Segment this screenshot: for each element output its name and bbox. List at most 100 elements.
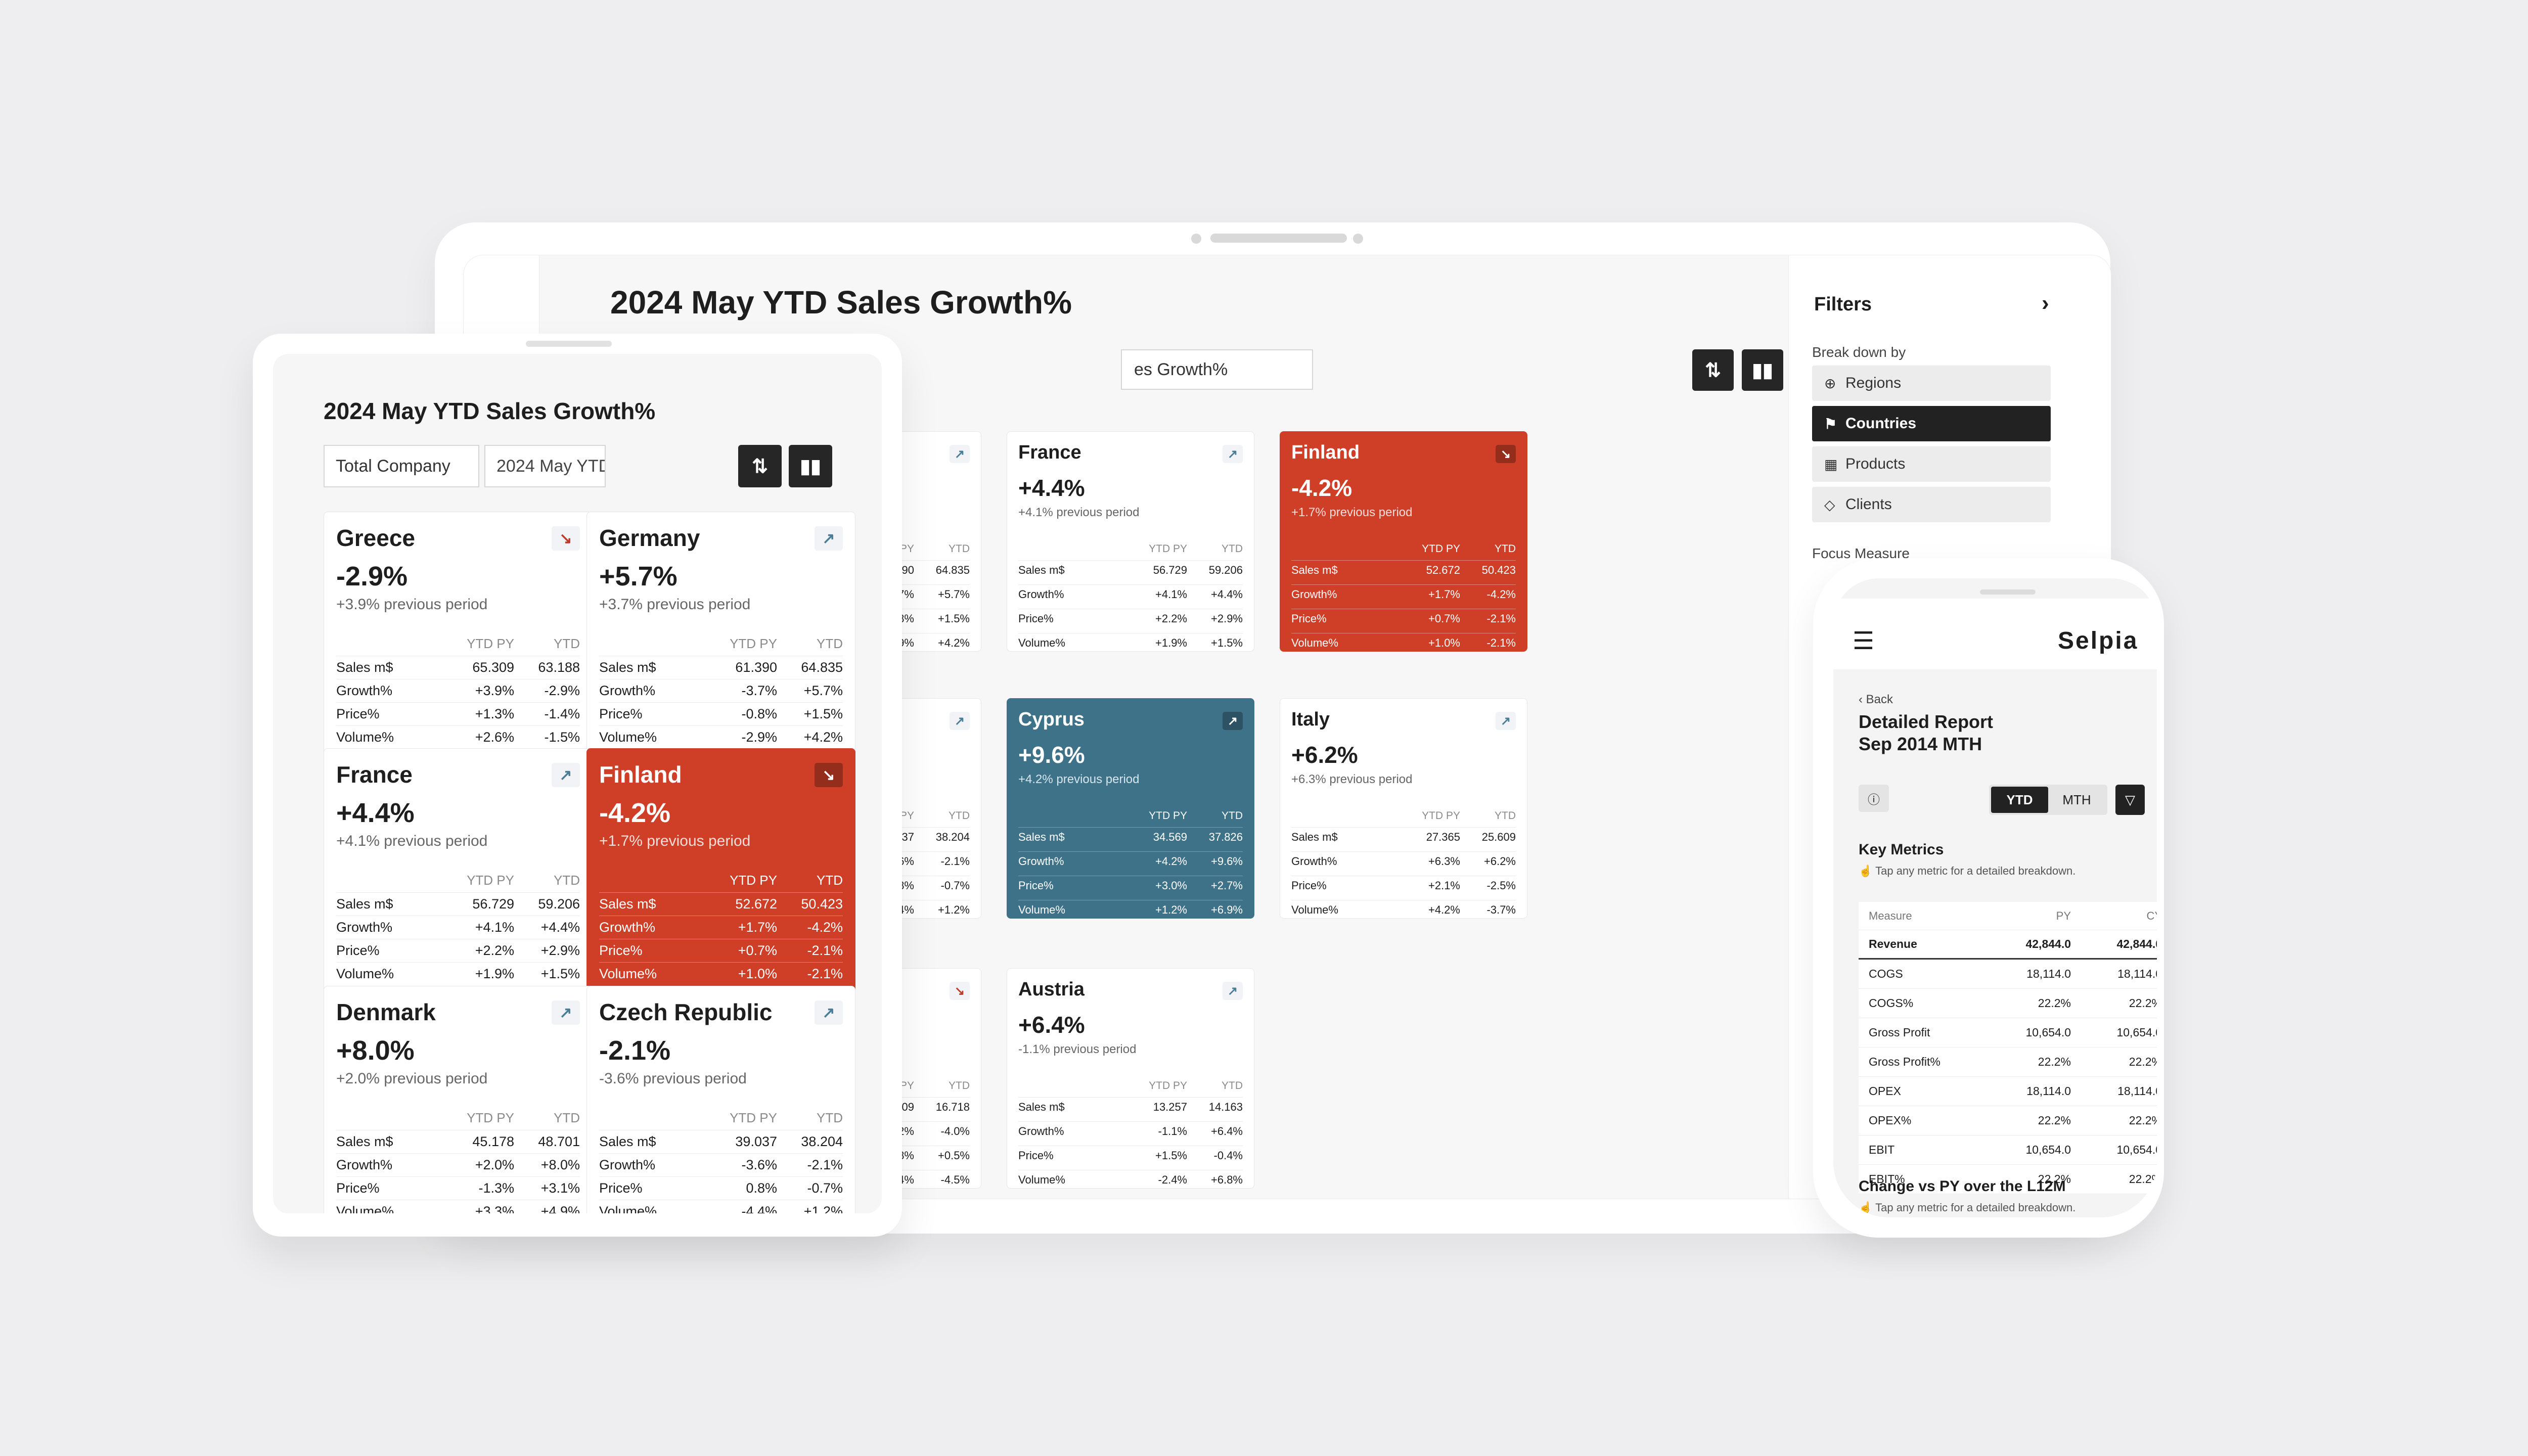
arrow-up-right-icon[interactable]: ↗ xyxy=(815,526,843,551)
table-row: Volume% +2.6% -1.5% xyxy=(336,725,580,749)
table-row: Growth%-3.7%+5.7% xyxy=(599,679,843,702)
break-down-label: Break down by xyxy=(1812,344,1906,360)
arrow-up-right-icon[interactable]: ↗ xyxy=(1223,445,1243,463)
arrow-down-right-icon[interactable]: ↘ xyxy=(552,526,580,551)
arrow-up-right-icon[interactable]: ↗ xyxy=(1223,982,1243,1000)
table-row: Price% +3.0% +2.7% xyxy=(1018,876,1243,895)
country-card[interactable]: Finland ↘ -4.2% +1.7% previous period YTD PY… xyxy=(1280,431,1527,652)
flag-icon: ⚑ xyxy=(1824,416,1837,432)
table-row: Sales m$ 34.569 37.826 xyxy=(1018,827,1243,846)
table-row: Price% +2.2% +2.9% xyxy=(1018,609,1243,628)
table-header: MeasurePYCY xyxy=(1859,902,2157,930)
toggle-mth[interactable]: MTH xyxy=(2062,792,2091,807)
chevron-right-icon[interactable]: › xyxy=(2042,291,2049,315)
country-card[interactable]: France ↗ +4.4% +4.1% previous period YTD PY Y… xyxy=(324,748,593,996)
table-row: Sales m$ 56.729 59.206 xyxy=(1018,560,1243,579)
country-card[interactable]: Austria ↗ +6.4% -1.1% previous period YTD PY… xyxy=(1007,968,1254,1189)
tag-icon: ◇ xyxy=(1824,496,1835,513)
arrow-up-right-icon[interactable]: ↗ xyxy=(1496,712,1516,730)
table-row: Price%0.8%-0.7% xyxy=(599,1176,843,1200)
period-selector[interactable]: 2024 May YTD xyxy=(484,445,606,487)
measure-selector[interactable]: es Growth% xyxy=(1121,349,1313,390)
filter-regions[interactable]: ⊕ Regions xyxy=(1812,366,2051,401)
sort-icon: ⇅ xyxy=(1705,359,1721,381)
arrow-up-right-icon[interactable]: ↗ xyxy=(552,1000,580,1025)
table-row: Volume% +1.0% -2.1% xyxy=(1291,633,1516,651)
chart-view-button[interactable]: ▮▮ xyxy=(789,445,832,487)
country-card[interactable]: Italy ↗ +6.2% +6.3% previous period YTD PY YT… xyxy=(1280,698,1527,919)
country-card[interactable]: Finland ↘ -4.2% +1.7% previous period YTD PY… xyxy=(586,748,855,996)
period-toggle: YTD MTH xyxy=(1989,785,2107,815)
phone-device: ☰ Selpia ‹ Back Detailed Report Sep 2014… xyxy=(1813,558,2164,1238)
previous-period: +4.1% previous period xyxy=(336,833,488,849)
camera-bar xyxy=(1210,234,1347,243)
previous-period: -3.6% previous period xyxy=(599,1070,747,1087)
table-row: Volume% -2.4% +6.8% xyxy=(1018,1170,1243,1188)
pointer-icon: ☝ xyxy=(1859,864,1876,877)
company-selector[interactable]: Total Company xyxy=(324,445,479,487)
previous-period: +1.7% previous period xyxy=(1291,506,1413,519)
country-card[interactable]: Denmark ↗ +8.0% +2.0% previous period YTD PY… xyxy=(324,986,593,1213)
filter-icon[interactable]: ▽ xyxy=(2115,785,2145,815)
growth-value: +4.4% xyxy=(1018,475,1085,501)
arrow-up-right-icon[interactable]: ↗ xyxy=(950,445,970,463)
country-card[interactable]: France ↗ +4.4% +4.1% previous period YTD PY Y… xyxy=(1007,431,1254,652)
country-card[interactable]: Greece ↘ -2.9% +3.9% previous period YTD PY Y… xyxy=(324,512,593,759)
growth-value: +8.0% xyxy=(336,1035,415,1066)
pointer-icon: ☝ xyxy=(1859,1201,1876,1214)
metric-row[interactable]: COGS%22.2%22.2% xyxy=(1859,989,2157,1018)
arrow-down-right-icon[interactable]: ↘ xyxy=(815,763,843,787)
filter-clients[interactable]: ◇ Clients xyxy=(1812,487,2051,522)
previous-period: +1.7% previous period xyxy=(599,833,751,849)
country-name: France xyxy=(336,761,413,788)
chart-view-button[interactable]: ▮▮ xyxy=(1742,349,1783,391)
country-name: Finland xyxy=(1291,442,1360,463)
metrics-table: MeasurePYCYRevenue42,844.042,844.0COGS18… xyxy=(1859,902,2157,1194)
info-icon[interactable]: ⓘ xyxy=(1859,785,1889,812)
arrow-down-right-icon[interactable]: ↘ xyxy=(950,982,970,1000)
brand-logo: Selpia xyxy=(2058,627,2139,654)
table-row: Price% +1.3% -1.4% xyxy=(336,702,580,725)
sort-button[interactable]: ⇅ xyxy=(738,445,782,487)
toggle-ytd[interactable]: YTD xyxy=(1991,787,2048,813)
country-card[interactable]: Cyprus ↗ +9.6% +4.2% previous period YTD PY Y… xyxy=(1007,698,1254,919)
metric-row[interactable]: OPEX%22.2%22.2% xyxy=(1859,1106,2157,1135)
table-row: Growth% -1.1% +6.4% xyxy=(1018,1121,1243,1141)
previous-period: +4.1% previous period xyxy=(1018,506,1140,519)
metric-row[interactable]: Gross Profit%22.2%22.2% xyxy=(1859,1048,2157,1077)
table-row: Sales m$ 52.672 50.423 xyxy=(1291,560,1516,579)
arrow-up-right-icon[interactable]: ↗ xyxy=(1223,712,1243,730)
arrow-up-right-icon[interactable]: ↗ xyxy=(815,1000,843,1025)
back-link[interactable]: ‹ Back xyxy=(1859,693,1893,706)
country-name: Italy xyxy=(1291,709,1330,730)
arrow-up-right-icon[interactable]: ↗ xyxy=(950,712,970,730)
table-row: Volume% +1.0% -2.1% xyxy=(599,962,843,985)
hamburger-menu-icon[interactable]: ☰ xyxy=(1853,628,1875,655)
camera-dot xyxy=(1191,234,1201,244)
arrow-down-right-icon[interactable]: ↘ xyxy=(1496,445,1516,463)
change-heading: Change vs PY over the L12M xyxy=(1859,1178,2066,1195)
arrow-up-right-icon[interactable]: ↗ xyxy=(552,763,580,787)
growth-value: +6.4% xyxy=(1018,1012,1085,1038)
growth-value: +5.7% xyxy=(599,561,678,592)
table-row: Sales m$ 52.672 50.423 xyxy=(599,892,843,916)
country-card[interactable]: Germany ↗ +5.7% +3.7% previous period YTD PY… xyxy=(586,512,855,759)
growth-value: +4.4% xyxy=(336,798,415,828)
country-name: Finland xyxy=(599,761,682,788)
filter-products[interactable]: ▦ Products xyxy=(1812,446,2051,482)
table-row: Price% +0.7% -2.1% xyxy=(599,939,843,962)
growth-value: -4.2% xyxy=(1291,475,1352,501)
table-row: Volume% +1.9% +1.5% xyxy=(336,962,580,985)
sort-button[interactable]: ⇅ xyxy=(1692,349,1734,391)
filter-countries[interactable]: ⚑ Countries xyxy=(1812,406,2051,441)
metric-row[interactable]: EBIT%22.2%22.2% xyxy=(1859,1165,2157,1194)
country-card[interactable]: Czech Republic ↗ -2.1% -3.6% previous perio… xyxy=(586,986,855,1213)
